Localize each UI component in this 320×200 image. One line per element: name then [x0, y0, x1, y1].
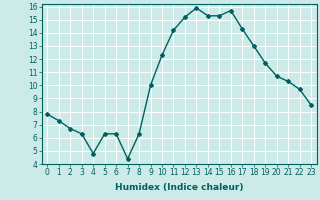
X-axis label: Humidex (Indice chaleur): Humidex (Indice chaleur): [115, 183, 244, 192]
